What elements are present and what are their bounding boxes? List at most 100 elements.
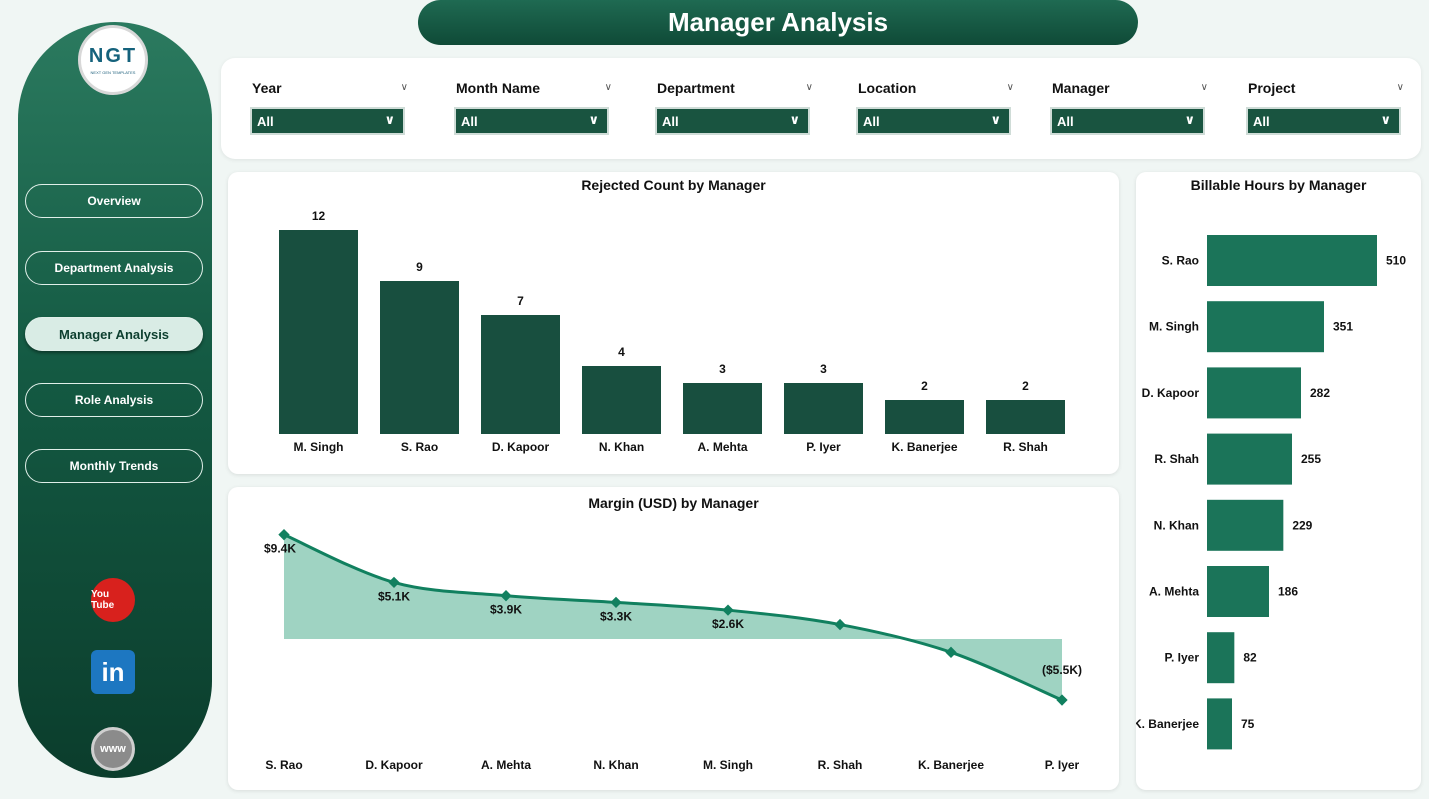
hbar-value-label-0: 510 — [1386, 254, 1406, 268]
dropdown-arrow-icon: ∨ — [789, 112, 800, 127]
bar-0 — [279, 230, 358, 434]
filter-department: Department ∨ All ∨ — [655, 80, 813, 135]
margin-category-label-6: K. Banerjee — [918, 758, 984, 772]
hbar-category-label-2: D. Kapoor — [1142, 386, 1200, 400]
margin-point-5 — [834, 618, 846, 631]
category-label-6: K. Banerjee — [891, 440, 957, 454]
logo-subtext: NEXT GEN TEMPLATES — [90, 70, 136, 75]
linkedin-icon-text: in — [101, 656, 125, 687]
filter-project-label: Project — [1248, 80, 1296, 96]
hbar-category-label-7: K. Banerjee — [1136, 717, 1199, 731]
margin-card: Margin (USD) by Manager $9.4K S. Rao $5.1K… — [228, 487, 1119, 790]
chevron-down-icon[interactable]: ∨ — [604, 82, 612, 93]
nav-role-analysis-button[interactable]: Role Analysis — [25, 383, 203, 417]
margin-value-label-4: $2.6K — [712, 617, 744, 631]
ngt-logo: NGT NEXT GEN TEMPLATES — [78, 25, 148, 95]
hbar-category-label-4: N. Khan — [1154, 518, 1199, 532]
chevron-down-icon[interactable]: ∨ — [400, 82, 408, 93]
filter-project-select[interactable]: All ∨ — [1246, 107, 1401, 135]
filter-month-name-label: Month Name — [456, 80, 540, 96]
website-globe-icon[interactable]: www — [91, 727, 135, 771]
margin-area — [284, 534, 1062, 701]
filter-department-select[interactable]: All ∨ — [655, 107, 810, 135]
chevron-down-icon[interactable]: ∨ — [805, 82, 813, 93]
hbar-1 — [1207, 301, 1324, 353]
margin-category-label-0: S. Rao — [265, 758, 302, 772]
bar-value-label-5: 3 — [820, 362, 827, 376]
bar-value-label-6: 2 — [921, 379, 928, 393]
margin-title: Margin (USD) by Manager — [588, 495, 759, 511]
filter-year-label: Year — [252, 80, 282, 96]
nav-monthly-trends-button[interactable]: Monthly Trends — [25, 449, 203, 483]
hbar-value-label-7: 75 — [1241, 717, 1255, 731]
hbar-category-label-3: R. Shah — [1154, 452, 1199, 466]
margin-point-7 — [1056, 694, 1068, 706]
margin-point-6 — [945, 646, 957, 658]
nav-overview-button[interactable]: Overview — [25, 184, 203, 218]
chevron-down-icon[interactable]: ∨ — [1396, 82, 1404, 93]
category-label-4: A. Mehta — [697, 440, 747, 454]
nav-role-analysis-label: Role Analysis — [74, 393, 154, 407]
filter-location-value: All — [863, 113, 880, 129]
filter-manager-select[interactable]: All ∨ — [1050, 107, 1205, 135]
category-label-1: S. Rao — [401, 440, 438, 454]
margin-category-label-7: P. Iyer — [1045, 758, 1080, 772]
hbar-value-label-6: 82 — [1243, 651, 1257, 665]
filter-manager-value: All — [1057, 113, 1074, 129]
bar-value-label-7: 2 — [1022, 379, 1029, 393]
hbar-6 — [1207, 632, 1235, 684]
page-title: Manager Analysis — [667, 7, 889, 37]
category-label-0: M. Singh — [294, 440, 344, 454]
filter-department-label: Department — [657, 80, 735, 96]
margin-value-label-7: ($5.5K) — [1042, 663, 1082, 677]
nav-department-analysis-label: Department Analysis — [54, 261, 174, 275]
bar-4 — [683, 383, 762, 434]
bar-6 — [885, 400, 964, 434]
nav-monthly-trends-label: Monthly Trends — [69, 459, 159, 473]
bar-value-label-4: 3 — [719, 362, 726, 376]
bar-1 — [380, 281, 459, 434]
website-icon-text: www — [100, 743, 126, 755]
filter-year: Year ∨ All ∨ — [250, 80, 408, 135]
bar-7 — [986, 400, 1065, 434]
logo-text: NGT — [88, 45, 138, 67]
margin-value-label-3: $3.3K — [600, 609, 632, 623]
bar-value-label-3: 4 — [618, 345, 625, 359]
nav-manager-analysis-button[interactable]: Manager Analysis — [25, 317, 203, 351]
billable-hours-title: Billable Hours by Manager — [1190, 177, 1367, 193]
dropdown-arrow-icon: ∨ — [588, 112, 599, 127]
margin-value-label-1: $5.1K — [378, 589, 410, 603]
filter-year-select[interactable]: All ∨ — [250, 107, 405, 135]
linkedin-icon[interactable]: in — [91, 650, 135, 694]
bar-2 — [481, 315, 560, 434]
hbar-2 — [1207, 367, 1301, 419]
hbar-7 — [1207, 698, 1232, 750]
filter-project-value: All — [1253, 113, 1270, 129]
nav-overview-label: Overview — [87, 194, 141, 208]
margin-category-label-3: N. Khan — [593, 758, 638, 772]
rejected-count-chart: 12 M. Singh 9 S. Rao 7 D. Kapoor 4 N. Khan 3 A. M… — [279, 209, 1065, 454]
hbar-category-label-6: P. Iyer — [1165, 651, 1200, 665]
dropdown-arrow-icon: ∨ — [990, 112, 1001, 127]
billable-hours-chart: S. Rao 510 M. Singh 351 D. Kapoor 282 R. Shah 2… — [1136, 235, 1406, 750]
sidebar: NGT NEXT GEN TEMPLATES Overview Departme… — [18, 22, 212, 778]
filter-location-select[interactable]: All ∨ — [856, 107, 1011, 135]
filter-month-name-select[interactable]: All ∨ — [454, 107, 609, 135]
chevron-down-icon[interactable]: ∨ — [1006, 82, 1014, 93]
hbar-category-label-0: S. Rao — [1162, 254, 1199, 268]
category-label-5: P. Iyer — [806, 440, 841, 454]
margin-value-label-2: $3.9K — [490, 603, 522, 617]
margin-category-label-5: R. Shah — [818, 758, 863, 772]
youtube-icon-text: You Tube — [91, 589, 115, 611]
rejected-count-card: Rejected Count by Manager 12 M. Singh 9 S. … — [228, 172, 1119, 474]
chevron-down-icon[interactable]: ∨ — [1200, 82, 1208, 93]
rejected-count-title: Rejected Count by Manager — [581, 177, 766, 193]
margin-category-label-1: D. Kapoor — [365, 758, 423, 772]
filter-location-label: Location — [858, 80, 917, 96]
category-label-7: R. Shah — [1003, 440, 1048, 454]
nav-department-analysis-button[interactable]: Department Analysis — [25, 251, 203, 285]
margin-chart: $9.4K S. Rao $5.1K D. Kapoor $3.9K A. Mehta $3… — [264, 529, 1082, 772]
nav-manager-analysis-label: Manager Analysis — [58, 326, 170, 342]
youtube-icon[interactable]: You Tube — [91, 578, 135, 622]
hbar-value-label-3: 255 — [1301, 452, 1321, 466]
